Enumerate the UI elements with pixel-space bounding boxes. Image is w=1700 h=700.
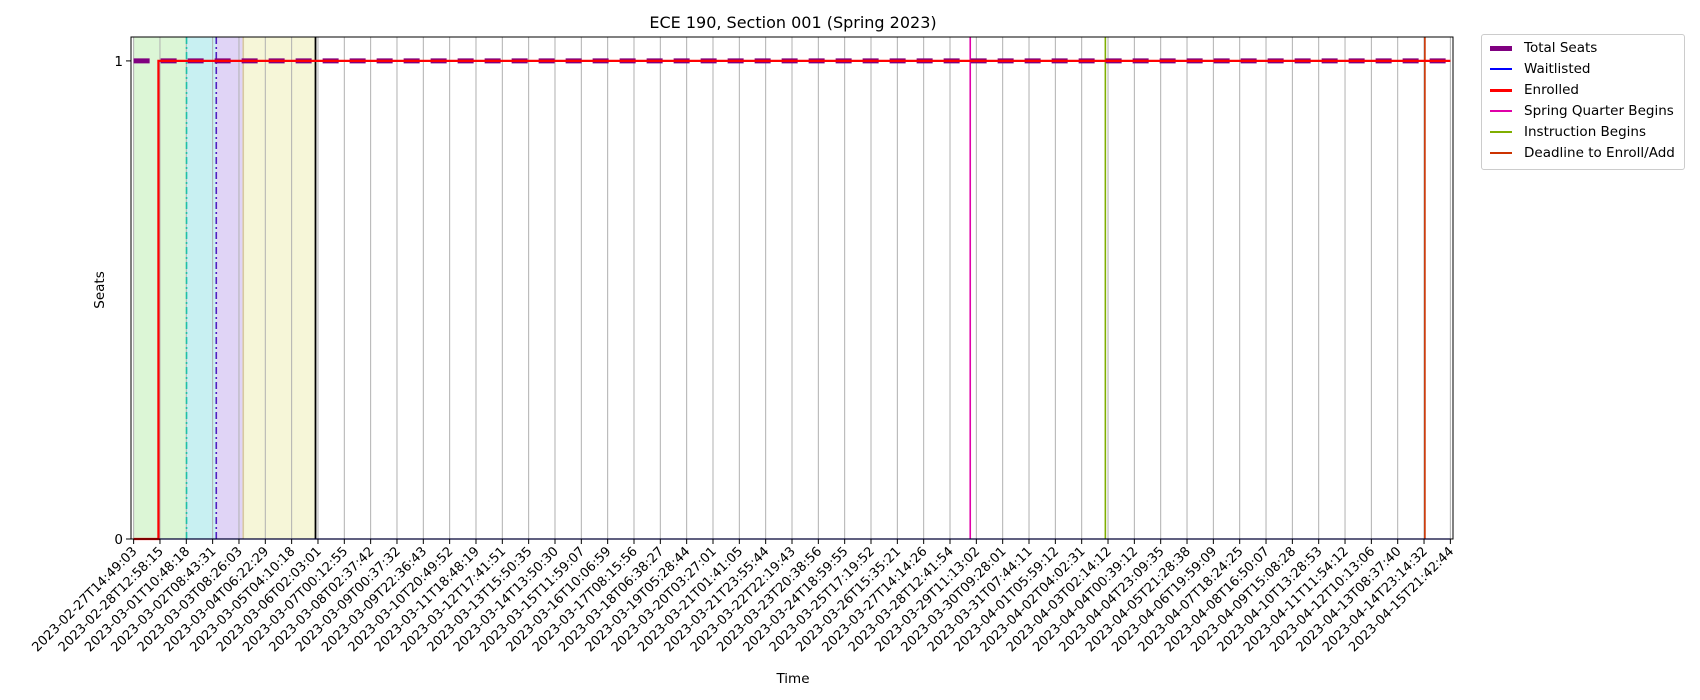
period-markers bbox=[185, 37, 317, 539]
shaded-period-4 bbox=[243, 37, 316, 539]
x-axis-label: Time bbox=[775, 671, 809, 687]
legend-label: Total Seats bbox=[1524, 40, 1598, 56]
legend-label: Instruction Begins bbox=[1524, 124, 1647, 140]
legend-swatch bbox=[1490, 45, 1512, 51]
event-lines bbox=[969, 37, 1426, 539]
legend-item: Deadline to Enroll/Add bbox=[1482, 143, 1686, 164]
shaded-period-2 bbox=[186, 37, 217, 539]
legend: Total Seats Waitlisted Enrolled Spring Quar… bbox=[1481, 34, 1685, 170]
legend-label: Enrolled bbox=[1524, 82, 1579, 98]
chart-title: ECE 190, Section 001 (Spring 2023) bbox=[649, 13, 936, 32]
legend-item: Waitlisted bbox=[1482, 59, 1686, 80]
y-tick-label: 0 bbox=[114, 532, 123, 548]
legend-label: Deadline to Enroll/Add bbox=[1524, 145, 1675, 161]
y-axis-ticks: 01 bbox=[114, 54, 131, 548]
legend-item: Total Seats bbox=[1482, 38, 1686, 59]
legend-swatch bbox=[1490, 110, 1512, 112]
legend-swatch bbox=[1490, 68, 1512, 70]
legend-swatch bbox=[1490, 88, 1512, 92]
legend-swatch bbox=[1490, 152, 1512, 154]
x-gridlines bbox=[133, 37, 1451, 539]
legend-item: Spring Quarter Begins bbox=[1482, 101, 1686, 122]
legend-item: Enrolled bbox=[1482, 80, 1686, 101]
legend-label: Waitlisted bbox=[1524, 61, 1591, 77]
shaded-periods bbox=[133, 37, 316, 539]
y-axis-label: Seats bbox=[92, 271, 108, 308]
y-tick-label: 1 bbox=[114, 54, 123, 70]
x-axis-ticks: 2023-02-27T14:49:032023-02-28T12:58:1520… bbox=[30, 539, 1457, 655]
legend-label: Spring Quarter Begins bbox=[1524, 103, 1674, 119]
legend-swatch bbox=[1490, 131, 1512, 133]
legend-item: Instruction Begins bbox=[1482, 122, 1686, 143]
